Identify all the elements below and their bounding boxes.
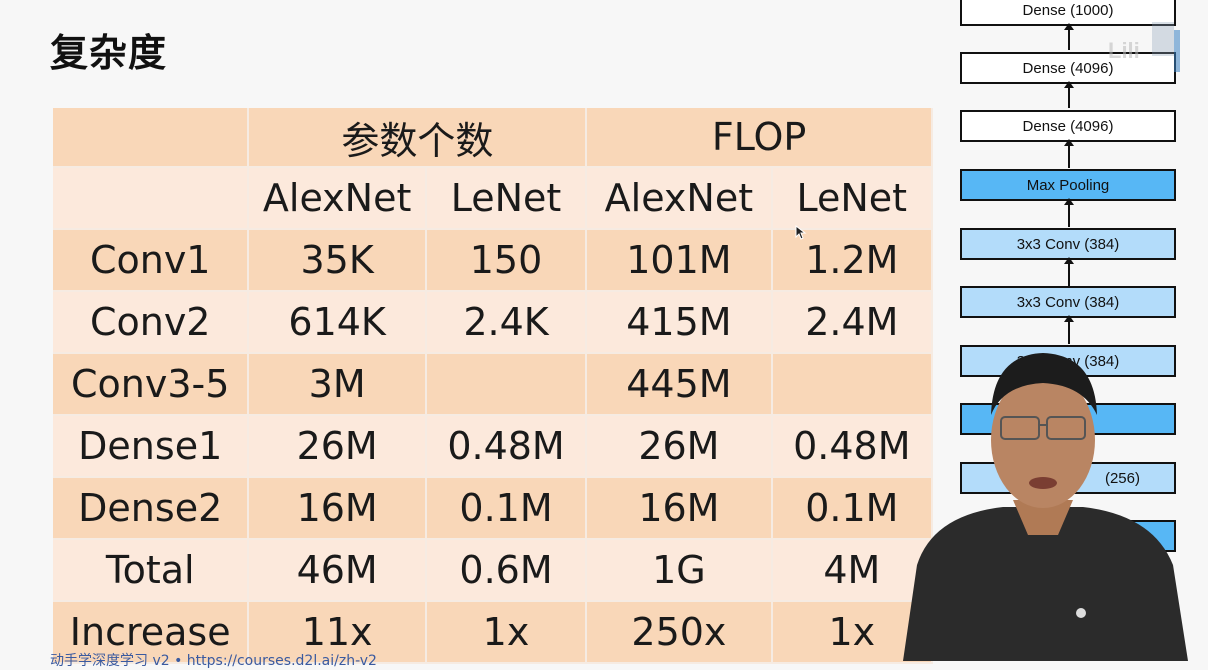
table-group-header-row: 参数个数 FLOP [53,108,933,168]
table-cell: 0.48M [772,416,933,478]
mouse-cursor-icon [795,225,807,240]
row-label: Total [53,540,250,602]
table-cell [772,354,933,416]
table-cell: 101M [587,230,773,292]
slide-footer: 动手学深度学习 v2 • https://courses.d2l.ai/zh-v… [50,653,377,669]
table-sub-header-row: AlexNet LeNet AlexNet LeNet [53,168,933,230]
table-cell [426,354,588,416]
table-header-cell: LeNet [426,168,588,230]
table-row: Conv1 35K 150 101M 1.2M [53,230,933,292]
table-cell: 1G [587,540,773,602]
row-label: Dense2 [53,478,250,540]
table-row: Dense1 26M 0.48M 26M 0.48M [53,416,933,478]
table-cell: 0.1M [426,478,588,540]
layer-dense-4096-top: Dense (4096) [960,52,1176,84]
arrow-icon [1064,139,1074,168]
arrow-icon [1064,81,1074,108]
table-cell: 2.4K [426,292,588,354]
layer-max-pooling: Max Pooling [960,169,1176,201]
table-cell: 250x [587,602,773,664]
table-cell: 0.1M [772,478,933,540]
table-row: Conv3-5 3M 445M [53,354,933,416]
row-label: Conv1 [53,230,250,292]
table-cell: 614K [249,292,427,354]
table-header-cell: LeNet [772,168,933,230]
svg-text:Lili: Lili [1108,38,1140,63]
table-cell: 0.6M [426,540,588,602]
table-cell: 1.2M [772,230,933,292]
slide-title: 复杂度 [50,31,168,75]
table-cell: 150 [426,230,588,292]
table-cell: 16M [249,478,427,540]
table-header-cell [53,168,250,230]
table-row: Total 46M 0.6M 1G 4M [53,540,933,602]
table-corner-cell [53,108,250,168]
row-label: Conv3-5 [53,354,250,416]
params-group-header: 参数个数 [249,108,588,168]
watermark-logo-icon: Lili [1108,22,1180,72]
table-cell: 2.4M [772,292,933,354]
table-cell: 11x [249,602,427,664]
row-label: Conv2 [53,292,250,354]
flop-group-header: FLOP [587,108,933,168]
table-cell: 3M [249,354,427,416]
table-row: Conv2 614K 2.4K 415M 2.4M [53,292,933,354]
layer-conv-384-a: 3x3 Conv (384) [960,228,1176,260]
table-cell: 0.48M [426,416,588,478]
layer-dense-4096: Dense (4096) [960,110,1176,142]
table-row: Increase 11x 1x 250x 1x [53,602,933,664]
arrow-icon [1064,315,1074,344]
layer-conv-384-b: 3x3 Conv (384) [960,286,1176,318]
presenter-video-overlay [903,353,1188,661]
table-header-cell: AlexNet [587,168,773,230]
arrow-icon [1064,23,1074,50]
table-row: Dense2 16M 0.1M 16M 0.1M [53,478,933,540]
table-cell: 35K [249,230,427,292]
arrow-icon [1064,257,1074,286]
table-cell: 1x [426,602,588,664]
table-cell: 16M [587,478,773,540]
table-cell: 26M [587,416,773,478]
table-header-cell: AlexNet [249,168,427,230]
row-label: Dense1 [53,416,250,478]
table-cell: 445M [587,354,773,416]
arrow-icon [1064,198,1074,227]
complexity-table: 参数个数 FLOP AlexNet LeNet AlexNet LeNet Co… [53,108,933,664]
table-cell: 415M [587,292,773,354]
row-label: Increase [53,602,250,664]
table-cell: 46M [249,540,427,602]
table-cell: 26M [249,416,427,478]
